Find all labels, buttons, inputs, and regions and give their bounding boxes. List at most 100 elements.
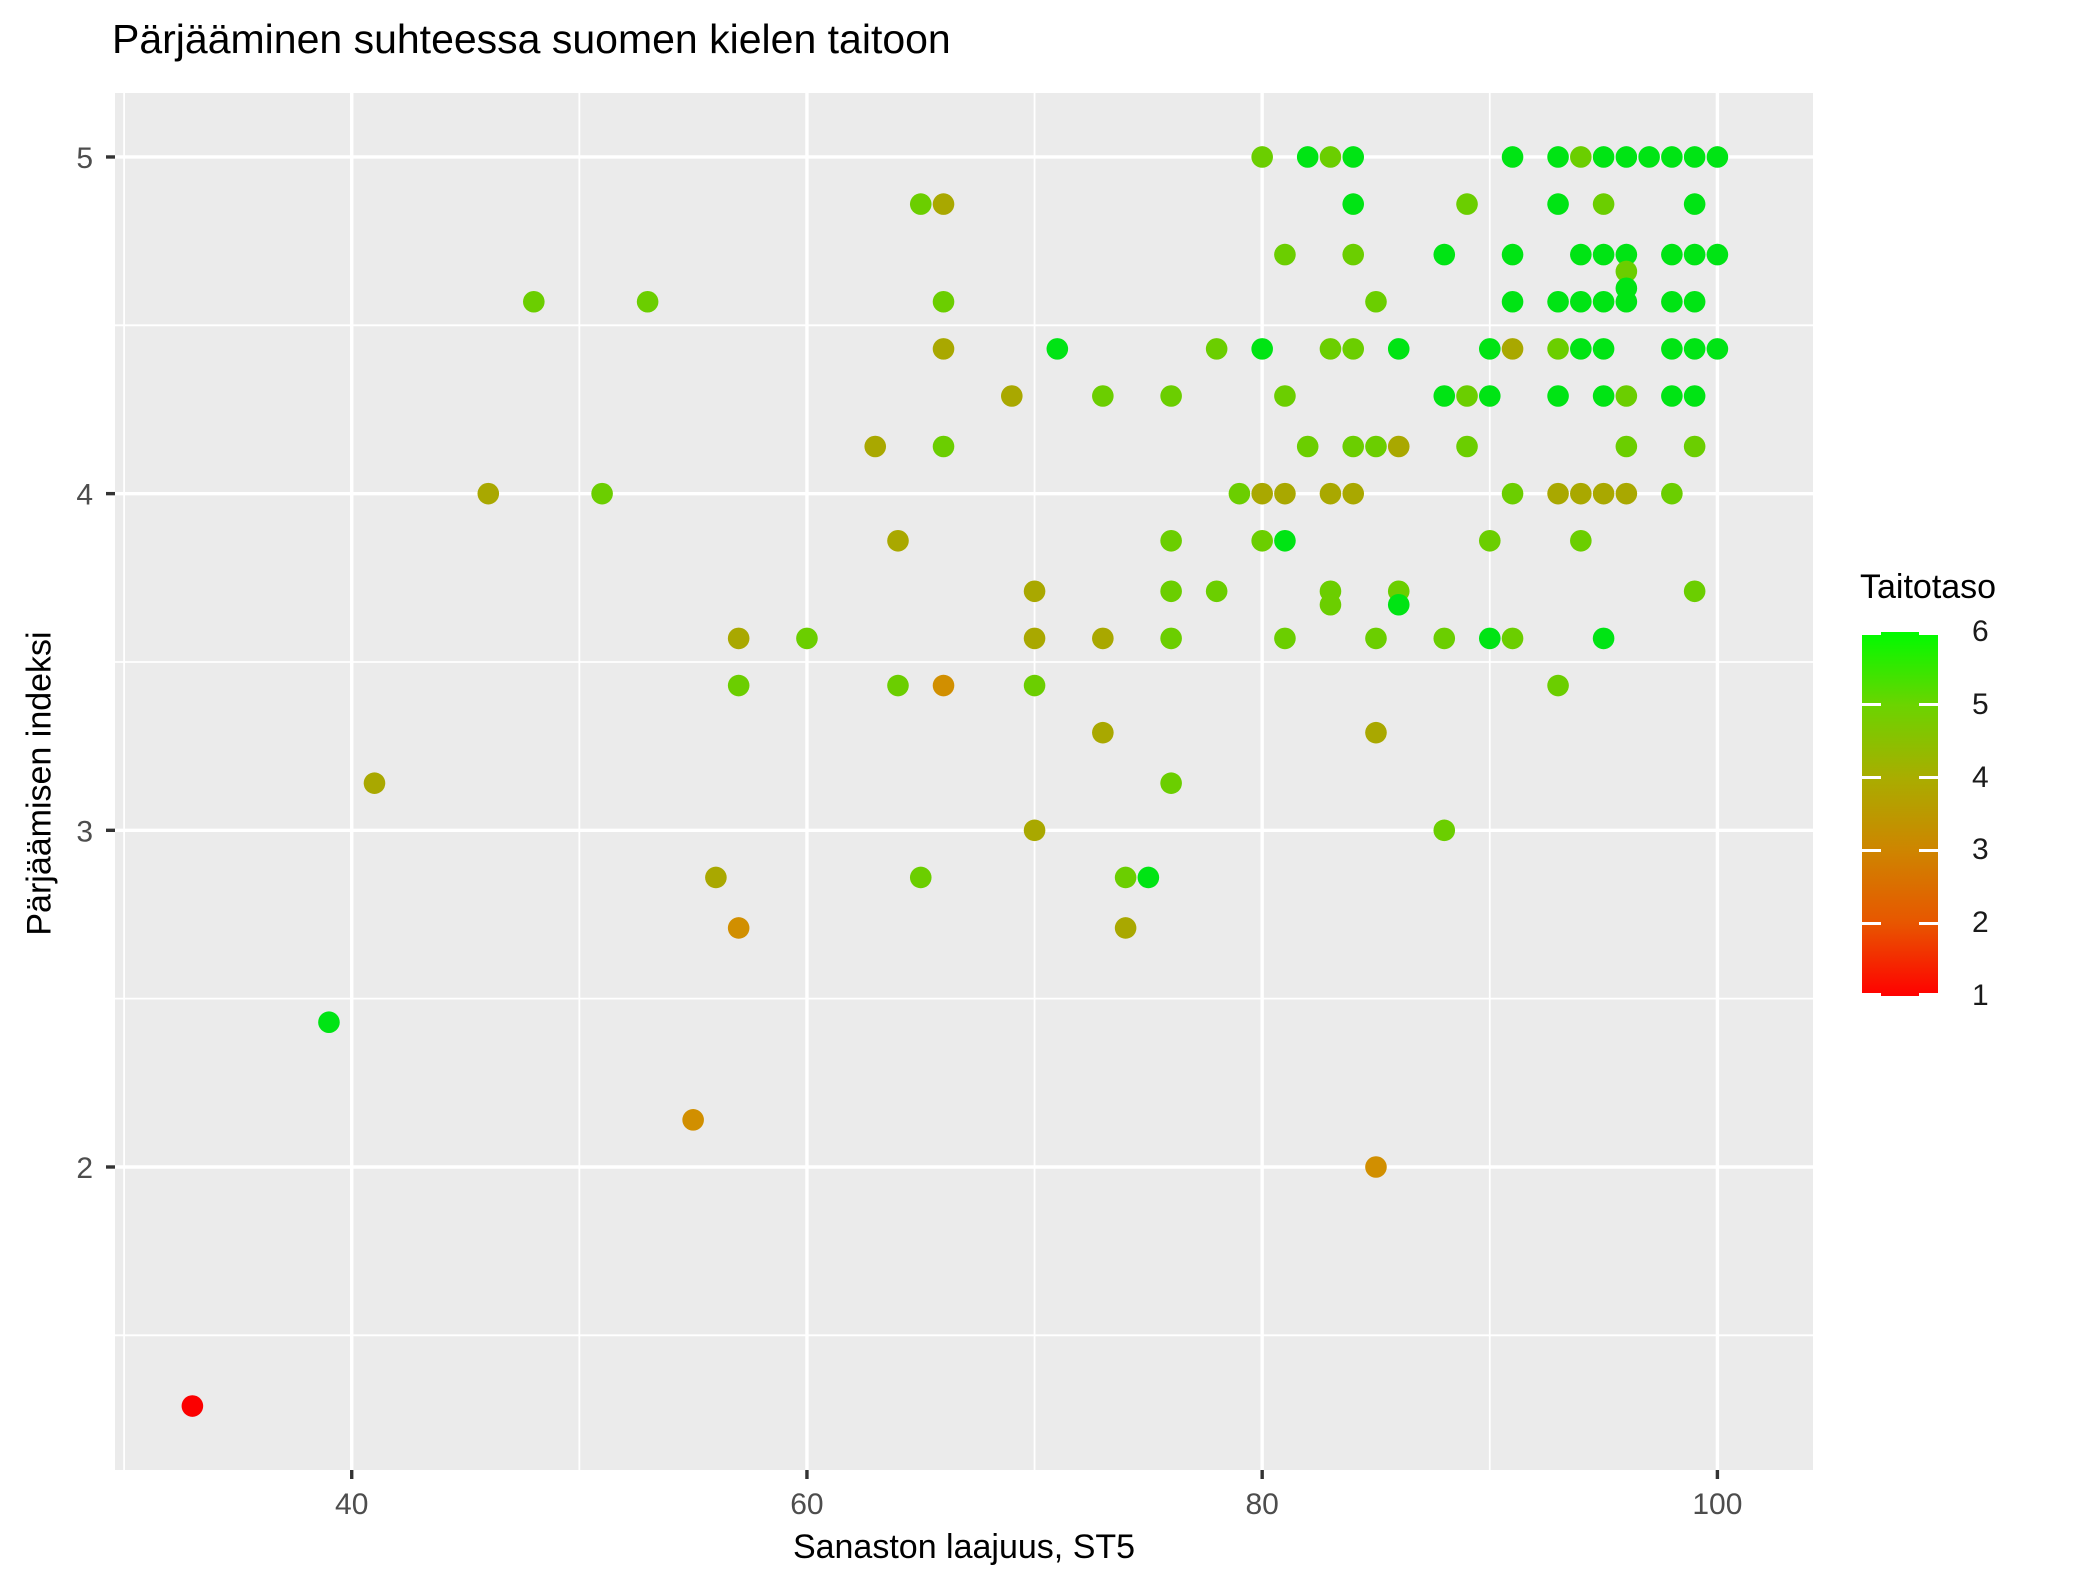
- data-point: [1274, 243, 1296, 266]
- data-point: [1683, 435, 1706, 458]
- data-point: [727, 674, 750, 697]
- data-point: [1501, 146, 1524, 168]
- legend-tick-label: 6: [1972, 615, 1989, 648]
- data-point: [1251, 482, 1273, 505]
- data-point: [682, 1109, 704, 1131]
- data-point: [1456, 193, 1478, 215]
- data-point: [1683, 146, 1706, 168]
- data-point: [1274, 385, 1296, 407]
- data-point: [1570, 529, 1592, 552]
- data-point: [1501, 627, 1524, 650]
- legend-tick-label: 2: [1972, 906, 1989, 940]
- data-point: [1501, 482, 1524, 505]
- data-point: [1274, 529, 1296, 552]
- data-point: [1092, 627, 1114, 650]
- data-point: [1592, 385, 1615, 407]
- legend-tick-mark: [1862, 776, 1881, 780]
- data-point: [1160, 385, 1182, 407]
- data-point: [1592, 482, 1615, 505]
- data-point: [932, 674, 955, 697]
- x-tick-label: 100: [1692, 1488, 1742, 1521]
- data-point: [1456, 435, 1478, 458]
- data-point: [1615, 482, 1638, 505]
- data-point: [1205, 580, 1228, 603]
- data-point: [1661, 146, 1683, 168]
- data-point: [1114, 866, 1137, 889]
- data-point: [1251, 146, 1273, 168]
- data-point: [1365, 290, 1387, 313]
- data-point: [1342, 435, 1365, 458]
- legend-tick-mark: [1862, 993, 1881, 996]
- data-point: [1592, 243, 1615, 266]
- data-point: [1547, 674, 1569, 697]
- x-tick-label: 80: [1245, 1488, 1278, 1521]
- data-point: [1296, 146, 1319, 168]
- data-point: [1683, 193, 1706, 215]
- data-point: [1615, 385, 1638, 407]
- data-point: [636, 290, 659, 313]
- data-point: [1046, 338, 1069, 360]
- data-point: [705, 866, 727, 889]
- data-point: [1160, 529, 1182, 552]
- data-point: [932, 193, 955, 215]
- data-point: [1615, 435, 1638, 458]
- x-axis-title: Sanaston laajuus, ST5: [792, 1528, 1136, 1566]
- data-point: [1319, 593, 1342, 616]
- legend-tick-label: 4: [1972, 760, 1989, 794]
- data-point: [1661, 385, 1683, 407]
- data-point: [1092, 721, 1114, 744]
- data-point: [523, 290, 545, 313]
- data-point: [864, 435, 887, 458]
- data-point: [1570, 243, 1592, 266]
- data-point: [1661, 482, 1683, 505]
- data-point: [1661, 243, 1683, 266]
- data-point: [1433, 627, 1456, 650]
- data-point: [1023, 627, 1046, 650]
- data-point: [796, 627, 818, 650]
- data-point: [1592, 146, 1615, 168]
- data-point: [1387, 338, 1410, 360]
- legend-colorbar: 6 5 4 3 2 1: [1862, 615, 1989, 1012]
- legend-tick-mark: [1862, 703, 1881, 707]
- data-point: [1365, 435, 1387, 458]
- data-point: [1387, 435, 1410, 458]
- data-point: [1160, 627, 1182, 650]
- data-point: [1023, 674, 1046, 697]
- data-point: [1547, 482, 1569, 505]
- data-point: [1570, 146, 1592, 168]
- legend-tick-label: 1: [1972, 979, 1989, 1012]
- page-title: Pärjääminen suhteessa suomen kielen tait…: [112, 16, 951, 62]
- data-point: [1547, 193, 1569, 215]
- data-point: [1205, 338, 1228, 360]
- legend-tick-mark: [1919, 993, 1938, 996]
- data-point: [1365, 1156, 1387, 1178]
- data-point: [1683, 580, 1706, 603]
- data-point: [363, 772, 386, 794]
- data-point: [1478, 627, 1501, 650]
- data-point: [1228, 482, 1251, 505]
- data-point: [1092, 385, 1114, 407]
- data-point: [591, 482, 613, 505]
- x-tick-label: 40: [335, 1488, 368, 1521]
- legend-tick-mark: [1919, 921, 1938, 925]
- data-point: [1160, 772, 1182, 794]
- data-point: [1251, 338, 1273, 360]
- data-point: [1456, 385, 1478, 407]
- data-point: [1296, 435, 1319, 458]
- data-point: [1615, 260, 1638, 283]
- data-point: [1706, 243, 1729, 266]
- data-point: [727, 627, 750, 650]
- data-point: [1274, 627, 1296, 650]
- data-point: [1478, 385, 1501, 407]
- data-point: [1661, 338, 1683, 360]
- data-point: [1683, 338, 1706, 360]
- legend-tick-mark: [1919, 776, 1938, 780]
- data-point: [1160, 580, 1182, 603]
- data-point: [1547, 385, 1569, 407]
- data-point: [1274, 482, 1296, 505]
- data-point: [1000, 385, 1023, 407]
- data-point: [932, 290, 955, 313]
- legend-tick-mark: [1862, 848, 1881, 852]
- data-point: [1570, 338, 1592, 360]
